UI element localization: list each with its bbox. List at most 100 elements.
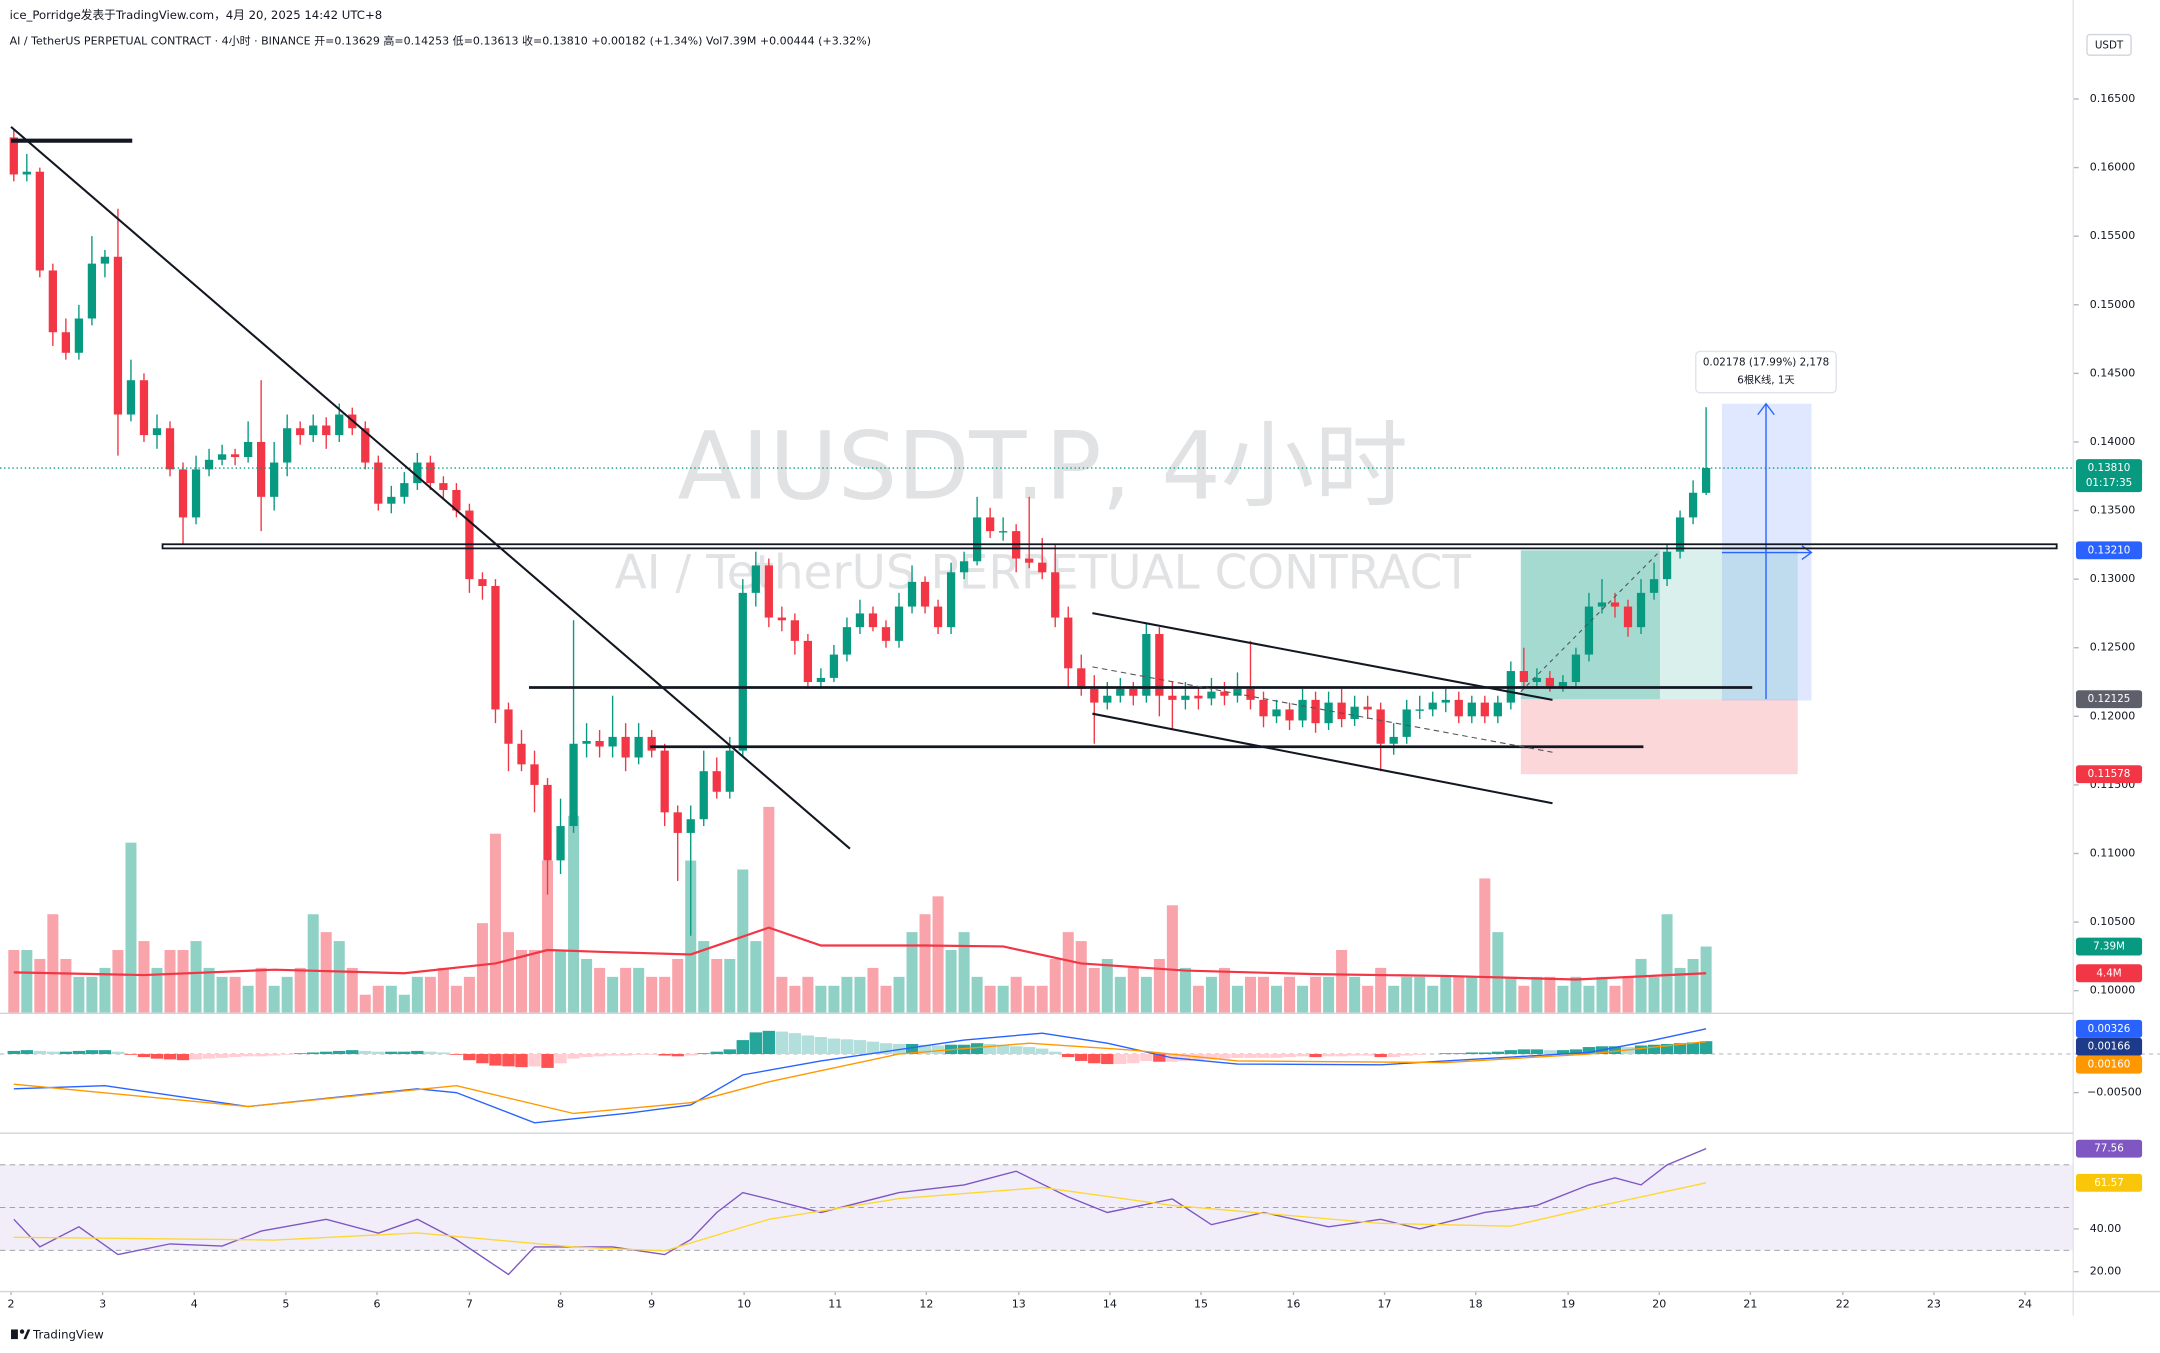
volume-bar [529,950,541,1013]
measure-tool: 0.02178 (17.99%) 2,178 6根K线, 1天 [1695,350,1837,701]
macd-histogram-bar [1296,1054,1309,1057]
x-tick-label: 7 [466,1298,473,1311]
candle-body [9,137,18,175]
candle-body [1519,671,1528,683]
price-label-box [2075,765,2143,784]
price-label-box [2075,1139,2143,1158]
candle-body [972,517,982,562]
volume-bar [1036,985,1048,1013]
volume-bar [1179,967,1191,1013]
volume-bar [151,967,163,1013]
volume-bar [333,941,345,1013]
volume-bar [724,958,736,1013]
x-tick-label: 21 [1743,1298,1757,1311]
candle-body [139,380,149,436]
macd-histogram-bar [176,1054,190,1061]
candle-body [920,581,930,607]
candle-body [491,585,500,710]
candle-body [230,454,240,458]
volume-bar [8,950,20,1013]
candle-body [1025,558,1034,563]
volume-bar [99,967,111,1013]
x-tick-label: 3 [99,1298,106,1311]
macd-histogram-bar [1374,1054,1387,1058]
candle-body [712,771,721,792]
macd-histogram-bar [1036,1048,1049,1055]
macd-histogram-bar [489,1054,502,1066]
candle-body [243,441,253,458]
volume-bar [1518,985,1530,1013]
volume-bar [1544,976,1556,1013]
logo-mark [23,1329,31,1340]
volume-bar [945,950,957,1013]
volume-bar [1479,878,1491,1013]
candle-body [217,454,227,460]
volume-bar [971,976,983,1013]
macd-histogram-bar [554,1054,567,1064]
volume-bar [86,976,98,1013]
macd-histogram-bar [996,1044,1010,1055]
position-loss [1520,699,1798,775]
volume-bar [633,967,645,1013]
x-tick-label: 22 [1836,1298,1850,1311]
macd-histogram-bar [632,1054,645,1055]
macd-histogram-bar [1504,1050,1518,1055]
macd-histogram-bar [450,1054,463,1055]
volume-bar [1323,976,1335,1013]
candle-body [1688,492,1698,518]
candle-body [556,826,565,861]
volume-bar [1635,958,1647,1013]
candle-body [439,483,448,490]
macd-histogram-bar [697,1053,710,1055]
macd-histogram-bar [1218,1054,1231,1059]
candle-body [1142,634,1151,696]
macd-histogram-bar [970,1043,984,1055]
volume-bar [411,976,423,1013]
y-tick-label: 0.13000 [2090,572,2136,585]
volume-bar [502,932,514,1013]
volume-bar [1388,985,1400,1013]
candle-body [1038,562,1047,573]
y-tick-label: 0.15500 [2090,229,2136,242]
macd-histogram-bar [1699,1041,1713,1055]
y-tick-label: 0.16000 [2090,161,2136,174]
currency: USDT [2095,40,2124,52]
macd-histogram-bar [1582,1047,1596,1055]
volume-bar [1088,967,1100,1013]
macd-histogram-bar [1127,1054,1140,1064]
volume-bar [828,985,840,1013]
volume-bar [711,958,723,1013]
volume-bar [1192,985,1204,1013]
candle-body [165,428,175,470]
candle-body [868,613,878,628]
candle-body [1584,606,1594,655]
volume-bar [112,950,124,1013]
macd-histogram-bar [372,1051,385,1055]
candle-body [1298,699,1307,721]
volume-bar [1010,976,1022,1013]
volume-bar [1427,985,1439,1013]
macd-histogram-bar [228,1054,242,1058]
macd-histogram-bar [85,1050,99,1055]
volume-bar [450,985,462,1013]
volume-bar [1622,976,1634,1013]
candle-body [1675,517,1685,552]
volume-bar [1231,985,1243,1013]
candle-body [1636,592,1646,628]
volume-bar [1297,985,1309,1013]
axes: USDT [0,0,2160,1316]
macd-histogram-bar [1491,1051,1505,1055]
macd-histogram-bar [1556,1050,1570,1055]
volume-bar [190,941,202,1013]
candle-body [1415,709,1424,711]
volume-bar [216,976,228,1013]
candle-body [764,565,773,618]
volume-bar [1440,976,1452,1013]
candle-body [933,606,943,628]
volume-bar [737,869,749,1013]
macd-histogram-bar [202,1054,216,1059]
macd-histogram-bar [72,1050,86,1055]
macd-histogram-bar [1179,1054,1192,1061]
candle-body [647,736,656,751]
